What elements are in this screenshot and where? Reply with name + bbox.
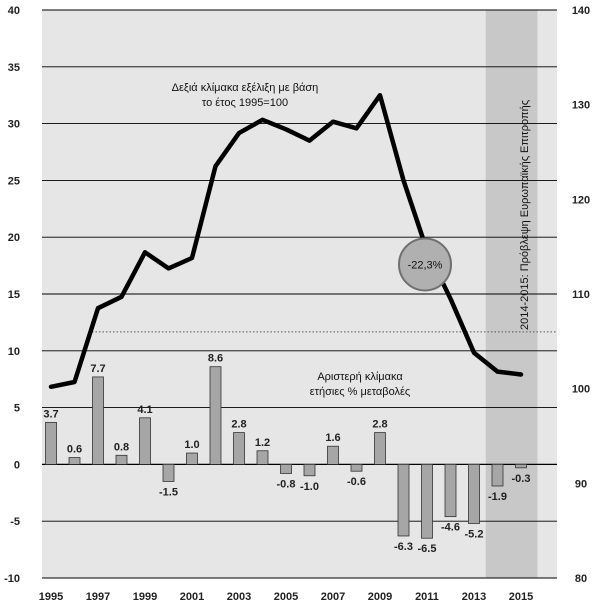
x-axis-tick-label: 1997	[86, 591, 110, 603]
left-axis-tick-label: 0	[14, 459, 20, 471]
x-axis-tick-label: 2003	[227, 591, 251, 603]
bar-data-label: -4.6	[441, 522, 460, 534]
left-axis-tick-label: 10	[8, 346, 20, 358]
left-axis-tick-label: 35	[8, 62, 20, 74]
left-axis-tick-label: 5	[14, 403, 20, 415]
bar	[162, 463, 175, 482]
bar	[421, 463, 433, 539]
right-axis-tick-label: 140	[572, 5, 590, 17]
bar	[397, 463, 410, 537]
bar	[45, 421, 57, 465]
bar	[468, 463, 480, 524]
right-axis-tick-label: 120	[572, 194, 590, 206]
bar-data-label: -0.3	[512, 473, 531, 485]
bar	[92, 376, 104, 465]
right-axis-tick-label: 110	[572, 289, 590, 301]
bar-data-label: 1.6	[325, 432, 340, 444]
forecast-note: 2014-2015: Πρόβλεψη Ευρωπαϊκής Επιτροπής	[519, 100, 531, 330]
right-scale-note-line-2: το έτος 1995=100	[202, 97, 288, 109]
change-badge: -22,3%	[398, 237, 452, 292]
bar-data-label: 1.0	[184, 439, 199, 451]
x-axis-tick-label: 2001	[180, 591, 204, 603]
bar	[115, 454, 128, 465]
bar	[327, 445, 339, 465]
bar-data-label: 1.2	[255, 437, 270, 449]
bar-labels-layer: 3.7 0.6 7.7 0.8 4.1 -1.5 1.0 8.6 2.8 1.2 -0.8 -1.0 1…	[43, 353, 530, 556]
bar-data-label: 7.7	[90, 363, 105, 375]
change-badge-circle	[398, 237, 452, 292]
bar	[233, 432, 245, 465]
right-axis-ticks: 140 130 120 110 100 90 80	[572, 5, 590, 585]
x-axis-tick-label: 2009	[368, 591, 392, 603]
x-axis-tick-label: 2013	[462, 591, 486, 603]
bar-data-label: -5.2	[465, 528, 484, 540]
left-scale-note-line-2: ετήσιες % μεταβολές	[310, 386, 410, 398]
bar-data-label: 4.1	[137, 404, 152, 416]
bars-layer	[45, 366, 527, 539]
left-axis-tick-label: 30	[8, 119, 20, 131]
bar-data-label: -0.8	[277, 478, 296, 490]
bar-data-label: -6.3	[394, 541, 413, 553]
bar-data-label: 2.8	[372, 419, 387, 431]
x-axis-ticks: 1995 1997 1999 2001 2003 2005 2007 2009 2011 2013…	[39, 591, 533, 603]
x-axis-tick-label: 2007	[321, 591, 345, 603]
bar	[209, 366, 222, 465]
left-axis-tick-label: 15	[8, 289, 20, 301]
bar	[280, 463, 292, 474]
x-axis-tick-label: 2015	[509, 591, 533, 603]
bar-data-label: 3.7	[43, 408, 58, 420]
bar-data-label: -1.0	[300, 481, 319, 493]
bar-data-label: -1.5	[159, 486, 178, 498]
bar	[374, 432, 386, 465]
change-badge-text: -22,3%	[408, 259, 443, 271]
bar-data-label: 0.8	[114, 441, 129, 453]
annotations: Δεξιά κλίμακα εξέλιξη με βάση το έτος 19…	[172, 82, 531, 398]
left-axis-tick-label: 40	[8, 5, 20, 17]
bar	[139, 417, 151, 465]
right-axis-tick-label: 80	[575, 573, 587, 585]
left-axis-ticks: 40 35 30 25 20 15 10 5 0 -5 -10	[4, 5, 20, 585]
bar-data-label: 8.6	[208, 353, 223, 365]
bar	[444, 463, 457, 518]
left-axis-tick-label: -10	[4, 573, 20, 585]
bar	[350, 463, 363, 472]
bar	[491, 463, 504, 487]
bar	[515, 463, 527, 469]
right-scale-note-line-1: Δεξιά κλίμακα εξέλιξη με βάση	[172, 82, 319, 94]
bar	[256, 450, 269, 465]
left-scale-note-line-1: Αριστερή κλίμακα	[317, 371, 403, 383]
bar	[186, 452, 198, 465]
bar-data-label: 2.8	[231, 419, 246, 431]
x-axis-tick-label: 1995	[39, 591, 63, 603]
bar	[68, 457, 81, 465]
right-axis-tick-label: 100	[572, 384, 590, 396]
right-axis-tick-label: 130	[572, 100, 590, 112]
bar	[303, 463, 316, 477]
bar-data-label: -0.6	[347, 476, 366, 488]
x-axis-tick-label: 1999	[133, 591, 157, 603]
x-axis-tick-label: 2005	[274, 591, 298, 603]
bar-data-label: 0.6	[67, 444, 82, 456]
left-axis-tick-label: -5	[10, 516, 20, 528]
left-axis-tick-label: 20	[8, 232, 20, 244]
bar-data-label: -6.5	[418, 543, 437, 555]
x-axis-tick-label: 2011	[415, 591, 439, 603]
right-axis-tick-label: 90	[575, 478, 587, 490]
left-axis-tick-label: 25	[8, 175, 20, 187]
bar-data-label: -1.9	[488, 491, 507, 503]
